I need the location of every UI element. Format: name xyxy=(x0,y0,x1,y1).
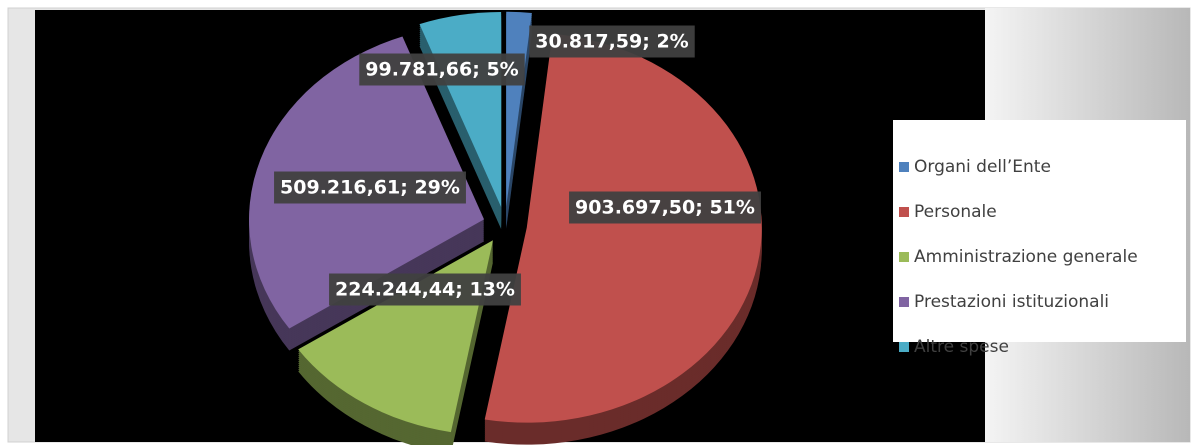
legend-label: Prestazioni istituzionali xyxy=(914,292,1109,312)
data-label-text: 30.817,59; 2% xyxy=(535,31,688,53)
data-label-bg xyxy=(569,191,761,224)
data-label: 903.697,50; 51% xyxy=(569,191,761,224)
legend-swatch xyxy=(899,342,909,352)
legend-label: Personale xyxy=(914,202,997,222)
data-label-bg xyxy=(359,53,525,86)
legend-swatch xyxy=(899,162,909,172)
data-label: 509.216,61; 29% xyxy=(274,171,466,204)
slice xyxy=(484,33,762,423)
legend-label: Organi dell’Ente xyxy=(914,157,1051,177)
legend-label: Amministrazione generale xyxy=(914,247,1138,267)
data-label: 99.781,66; 5% xyxy=(359,53,525,86)
legend-swatch xyxy=(899,297,909,307)
data-label-text: 224.244,44; 13% xyxy=(335,279,515,301)
data-label-bg xyxy=(329,273,521,306)
data-label: 224.244,44; 13% xyxy=(329,273,521,306)
data-label-text: 903.697,50; 51% xyxy=(575,197,755,219)
data-label-bg xyxy=(529,25,695,58)
legend-box xyxy=(893,120,1186,342)
data-label: 30.817,59; 2% xyxy=(529,25,695,58)
legend-swatch xyxy=(899,207,909,217)
data-label-bg xyxy=(274,171,466,204)
data-label-text: 509.216,61; 29% xyxy=(280,177,460,199)
data-label-text: 99.781,66; 5% xyxy=(365,59,518,81)
legend-swatch xyxy=(899,252,909,262)
legend-label: Altre spese xyxy=(914,337,1009,357)
